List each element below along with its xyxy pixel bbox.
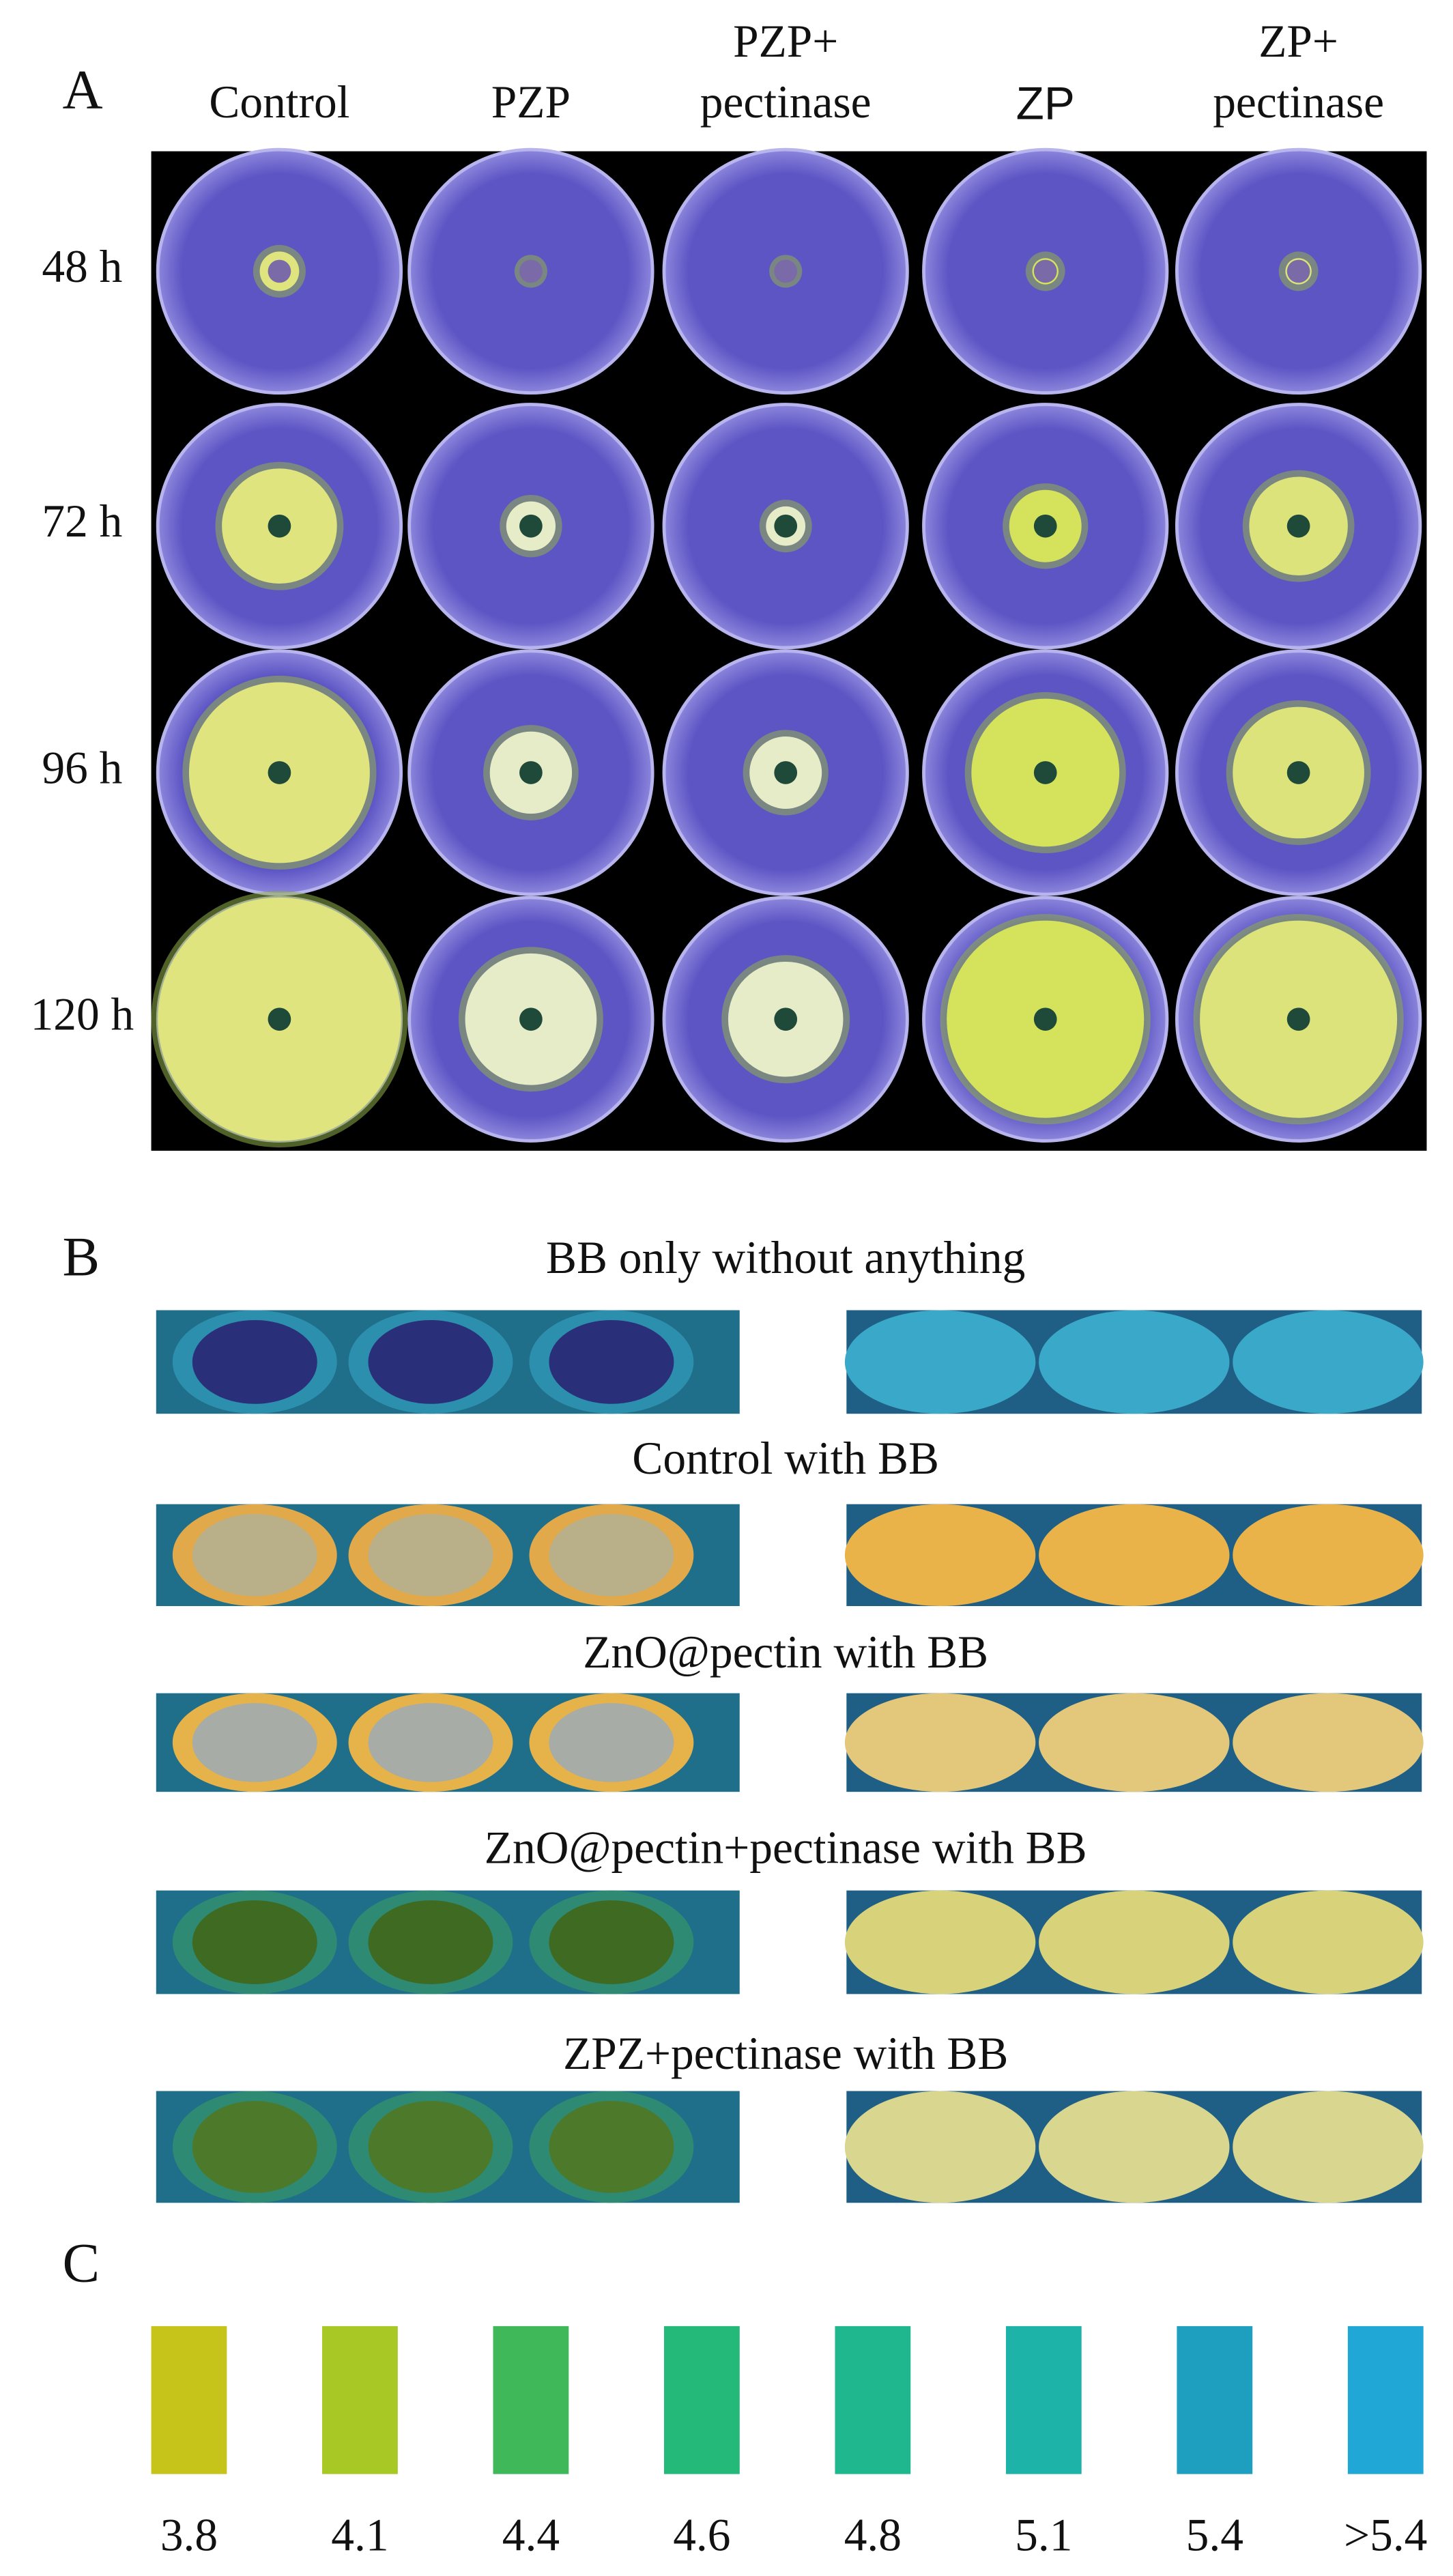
disc	[368, 1900, 493, 1984]
column-header: ZP+	[1258, 16, 1338, 67]
strip-title: BB only without anything	[546, 1232, 1025, 1283]
ph-label: 5.1	[1015, 2509, 1072, 2560]
ph-swatch	[1347, 2325, 1424, 2474]
disc	[368, 2100, 493, 2193]
panel-label: B	[63, 1225, 100, 1287]
inoculum	[1033, 514, 1057, 538]
spot	[1233, 1310, 1424, 1414]
inoculum	[519, 1007, 543, 1031]
spot	[1039, 1310, 1230, 1414]
spot	[844, 1693, 1036, 1792]
strip-title: ZnO@pectin+pectinase with BB	[485, 1822, 1087, 1874]
inoculum	[774, 514, 798, 538]
column-header: pectinase	[700, 76, 872, 128]
ph-swatch	[322, 2325, 398, 2474]
disc	[192, 2100, 317, 2193]
inoculum	[519, 761, 543, 784]
spot	[844, 1310, 1036, 1414]
inoculum	[268, 259, 291, 283]
ph-swatch	[1005, 2325, 1082, 2474]
ph-label: >5.4	[1344, 2509, 1427, 2560]
inoculum	[519, 259, 543, 283]
column-header: Control	[209, 76, 349, 128]
inoculum	[1286, 259, 1310, 283]
row-label: 96 h	[42, 742, 122, 793]
disc	[549, 1319, 674, 1404]
inoculum	[519, 514, 543, 538]
disc	[549, 1703, 674, 1782]
disc	[192, 1900, 317, 1984]
spot	[844, 1504, 1036, 1607]
ph-label: 4.1	[331, 2509, 388, 2560]
strip-title: ZPZ+pectinase with BB	[563, 2028, 1008, 2079]
disc	[368, 1514, 493, 1597]
ph-label: 3.8	[160, 2509, 218, 2560]
disc	[549, 1900, 674, 1984]
inoculum	[268, 514, 291, 538]
column-header: PZP	[491, 76, 571, 128]
row-label: 48 h	[42, 241, 122, 292]
ph-swatch	[663, 2325, 740, 2474]
panel-label: C	[63, 2231, 100, 2293]
spot	[1039, 1693, 1230, 1792]
ph-swatch	[1177, 2325, 1253, 2474]
disc	[192, 1319, 317, 1404]
inoculum	[268, 1007, 291, 1031]
ph-label: 4.8	[844, 2509, 902, 2560]
ph-label: 4.4	[502, 2509, 560, 2560]
inoculum	[774, 761, 798, 784]
spot	[844, 1890, 1036, 1994]
ph-swatch	[151, 2325, 227, 2474]
inoculum	[1033, 761, 1057, 784]
inoculum	[1033, 259, 1057, 283]
row-label: 72 h	[42, 496, 122, 547]
inoculum	[1033, 1007, 1057, 1031]
spot	[1233, 1504, 1424, 1607]
strip-title: Control with BB	[632, 1433, 939, 1484]
column-header: ZP	[1016, 78, 1075, 129]
spot	[1039, 2091, 1230, 2203]
panel-label: A	[63, 59, 103, 121]
ph-swatch	[493, 2325, 569, 2474]
inoculum	[1286, 761, 1310, 784]
spot	[1039, 1504, 1230, 1607]
spot	[1233, 1693, 1424, 1792]
inoculum	[1286, 1007, 1310, 1031]
inoculum	[268, 761, 291, 784]
ph-swatch	[835, 2325, 911, 2474]
strip-title: ZnO@pectin with BB	[583, 1627, 988, 1678]
ph-label: 5.4	[1186, 2509, 1243, 2560]
column-header: PZP+	[733, 16, 838, 67]
inoculum	[774, 259, 798, 283]
ph-label: 4.6	[673, 2509, 730, 2560]
inoculum	[1286, 514, 1310, 538]
spot	[844, 2091, 1036, 2203]
inoculum	[774, 1007, 798, 1031]
disc	[192, 1703, 317, 1782]
disc	[368, 1703, 493, 1782]
spot	[1233, 1890, 1424, 1994]
disc	[549, 2100, 674, 2193]
disc	[192, 1514, 317, 1597]
disc	[549, 1514, 674, 1597]
spot	[1233, 2091, 1424, 2203]
disc	[368, 1319, 493, 1404]
spot	[1039, 1890, 1230, 1994]
row-label: 120 h	[31, 989, 134, 1040]
column-header: pectinase	[1213, 76, 1384, 128]
